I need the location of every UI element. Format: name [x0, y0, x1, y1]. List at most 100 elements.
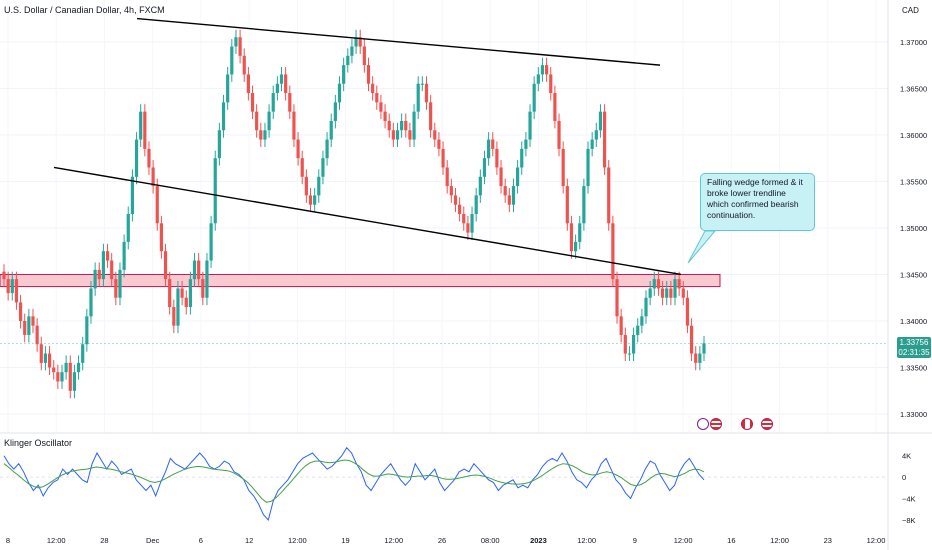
candle-body [337, 83, 342, 103]
time-tick-label: 9 [633, 536, 637, 545]
candle-body [110, 260, 114, 280]
candle-body [412, 111, 416, 140]
canada-flag-icon[interactable] [741, 418, 753, 430]
candle-body [511, 186, 516, 205]
candle-body [441, 148, 445, 168]
us-flag-icon[interactable] [710, 418, 722, 430]
time-tick-label: 12:00 [288, 536, 307, 545]
candle-body [366, 65, 371, 84]
candle-body [627, 353, 632, 355]
candle-body [354, 37, 358, 47]
indicator-name[interactable]: Klinger Oscillator [4, 438, 73, 448]
candle-body [520, 148, 524, 168]
candle-body [176, 288, 180, 326]
candle-body [18, 302, 23, 321]
candle-body [652, 279, 656, 289]
candle-body [81, 344, 85, 363]
candle-body [275, 83, 279, 94]
time-tick-label: 28 [100, 536, 108, 545]
candle-body [478, 176, 482, 196]
candle-body [329, 120, 333, 140]
candle-body [495, 148, 499, 168]
candle-body [126, 214, 130, 242]
candle-body [205, 260, 209, 298]
candle-body [404, 120, 408, 131]
candle-body [503, 186, 507, 196]
candle-body [532, 83, 536, 112]
price-tick-label: 1.33500 [900, 364, 927, 373]
candle-body [246, 74, 250, 94]
lightning-icon[interactable] [697, 418, 709, 430]
candle-body [536, 74, 540, 84]
candle-body [694, 353, 698, 363]
candle-body [76, 362, 81, 373]
time-tick-label: 19 [341, 536, 349, 545]
candle-body [553, 93, 557, 121]
candle-body [47, 353, 52, 368]
candle-body [379, 102, 383, 112]
candle-body [300, 158, 304, 177]
candle-body [528, 111, 532, 140]
candle-body [470, 214, 474, 233]
candle-body [499, 167, 503, 187]
candle-body [420, 83, 424, 85]
candle-body [549, 74, 553, 94]
candle-body [180, 288, 184, 298]
candle-body [660, 288, 665, 298]
candle-body [163, 251, 168, 280]
candle-body [139, 111, 143, 140]
time-tick-label: 08:00 [481, 536, 500, 545]
candle-body [122, 241, 126, 270]
candle-body [362, 46, 366, 66]
candle-body [619, 316, 623, 335]
candle-body [516, 167, 520, 187]
candle-body [308, 195, 313, 205]
candle-body [342, 65, 346, 84]
resistance-zone-band [0, 273, 721, 288]
candle-body [602, 111, 607, 168]
candle-body [665, 288, 669, 298]
candle-body [168, 279, 172, 308]
price-tick-label: 1.36500 [900, 84, 927, 93]
candle-body [685, 297, 690, 326]
candle-body [669, 288, 673, 298]
candle-body [284, 74, 288, 94]
candle-body [586, 148, 590, 187]
candle-body [387, 120, 391, 131]
candle-body [540, 65, 545, 75]
candle-body [482, 158, 487, 177]
price-tick-label: 1.34000 [900, 317, 927, 326]
price-tick-label: 1.33000 [900, 410, 927, 419]
candle-body [23, 321, 27, 335]
countdown-timer: 02:31:35 [898, 348, 930, 357]
time-tick-label: 12:00 [867, 536, 886, 545]
price-tick-label: 1.37000 [900, 38, 927, 47]
candle-body [416, 83, 420, 112]
candle-body [288, 93, 292, 112]
time-tick-label: 2023 [530, 536, 547, 545]
trendlines [53, 17, 717, 276]
candle-body [681, 288, 685, 298]
candle-body [6, 279, 10, 294]
candle-body [437, 139, 441, 149]
candle-body [569, 223, 574, 252]
us-flag-icon[interactable] [761, 418, 773, 430]
candle-body [424, 83, 429, 103]
candle-body [433, 130, 437, 140]
candle-body [35, 325, 39, 345]
candle-body [64, 362, 68, 373]
candle-body [640, 316, 644, 326]
candle-body [2, 271, 6, 280]
candle-body [172, 307, 176, 326]
candle-body [507, 195, 511, 205]
candle-body [358, 37, 362, 47]
time-tick-label: 12:00 [577, 536, 596, 545]
time-tick-label: 12:00 [47, 536, 66, 545]
candle-body [631, 334, 636, 354]
annotation-callout[interactable]: Falling wedge formed & it broke lower tr… [700, 173, 815, 231]
price-tick-label: 1.35500 [900, 177, 927, 186]
candle-body [698, 353, 702, 363]
candle-body [304, 176, 308, 196]
oscillator-tick-label: −4K [902, 495, 916, 504]
